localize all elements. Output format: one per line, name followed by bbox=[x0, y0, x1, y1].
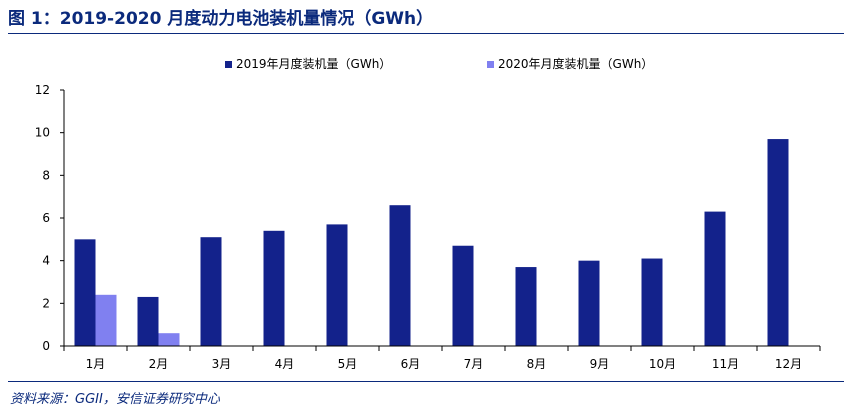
bar-2019-12 bbox=[767, 139, 789, 346]
legend-label: 2019年月度装机量（GWh） bbox=[236, 56, 391, 71]
x-tick-label: 4月 bbox=[275, 357, 295, 371]
bar-2020-2 bbox=[158, 333, 180, 346]
title-divider bbox=[8, 33, 844, 34]
bar-2019-4 bbox=[263, 230, 285, 346]
bar-2019-1 bbox=[74, 239, 96, 346]
y-tick-label: 10 bbox=[35, 126, 50, 140]
bar-2019-9 bbox=[578, 260, 600, 346]
bar-2019-10 bbox=[641, 258, 663, 346]
legend: 2019年月度装机量（GWh） 2020年月度装机量（GWh） bbox=[225, 56, 653, 71]
x-tick-label: 1月 bbox=[86, 357, 106, 371]
x-tick-label: 12月 bbox=[775, 357, 802, 371]
x-tick-label: 5月 bbox=[338, 357, 358, 371]
source-note: 资料来源：GGII，安信证券研究中心 bbox=[10, 392, 220, 407]
bar-2019-6 bbox=[389, 205, 411, 346]
y-tick-label: 6 bbox=[42, 211, 50, 225]
bar-2019-7 bbox=[452, 245, 474, 346]
chart-title: 图 1：2019-2020 月度动力电池装机量情况（GWh） bbox=[8, 9, 434, 29]
x-tick-label: 10月 bbox=[649, 357, 676, 371]
x-tick-label: 9月 bbox=[590, 357, 610, 371]
x-tick-label: 7月 bbox=[464, 357, 484, 371]
y-tick-label: 4 bbox=[42, 254, 50, 268]
x-tick-label: 6月 bbox=[401, 357, 421, 371]
bar-2019-5 bbox=[326, 224, 348, 346]
x-tick-label: 8月 bbox=[527, 357, 547, 371]
y-tick-label: 12 bbox=[35, 83, 50, 97]
bar-2019-3 bbox=[200, 237, 222, 346]
bar-2019-11 bbox=[704, 211, 726, 346]
legend-swatch bbox=[225, 61, 232, 68]
bar-chart: 2019年月度装机量（GWh） 2020年月度装机量（GWh） 0 2 4 6 8 10 12… bbox=[35, 56, 821, 371]
axes: 0 2 4 6 8 10 12 1月 2月 3月 4月 5月 6月 7月 8月 9月 10月 11月 12月 bbox=[35, 83, 821, 371]
y-tick-label: 0 bbox=[42, 339, 50, 353]
footer-divider bbox=[8, 381, 844, 382]
x-tick-label: 11月 bbox=[712, 357, 739, 371]
bars bbox=[74, 139, 789, 346]
bar-2020-1 bbox=[95, 294, 117, 346]
y-tick-label: 2 bbox=[42, 296, 50, 310]
legend-label: 2020年月度装机量（GWh） bbox=[498, 56, 653, 71]
bar-2019-2 bbox=[137, 296, 159, 346]
legend-swatch bbox=[487, 61, 494, 68]
bar-2019-8 bbox=[515, 267, 537, 346]
y-tick-label: 8 bbox=[42, 168, 50, 182]
x-tick-label: 2月 bbox=[149, 357, 169, 371]
x-tick-label: 3月 bbox=[212, 357, 232, 371]
